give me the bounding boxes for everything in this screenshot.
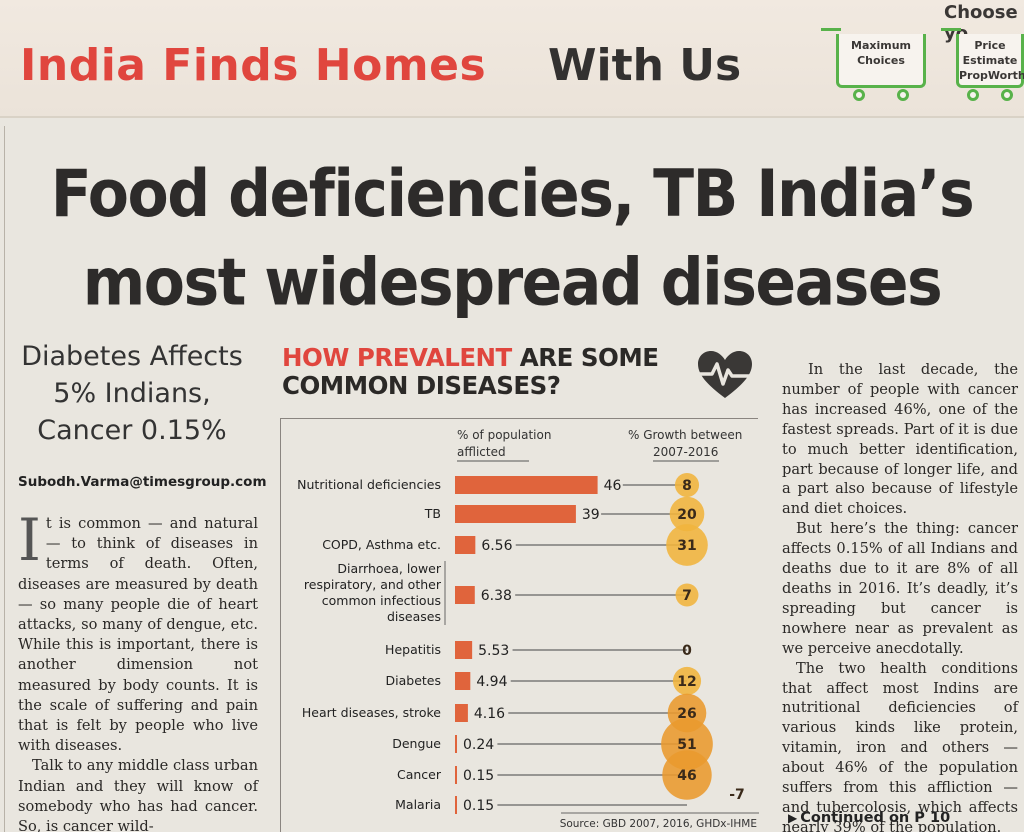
prevalence-bar [455,796,457,814]
subhead-line-3: Cancer 0.15% [37,415,227,446]
column-rule [4,126,5,832]
growth-value-label: 20 [677,507,697,523]
paragraph: But here’s the thing: cancer affects 0.1… [782,520,1018,657]
prevalence-value-label: 6.38 [481,588,512,604]
growth-value-label: 26 [677,706,696,722]
prevalence-value-label: 5.53 [478,643,509,659]
prevalence-bar [455,766,457,784]
prevalence-value-label: 0.15 [463,798,494,814]
category-label: common infectious [322,593,441,608]
category-label: respiratory, and other [304,577,442,592]
growth-bubble [669,496,705,532]
prevalence-value-label: 4.16 [474,706,505,722]
growth-bubble [674,472,700,498]
growth-bubble [675,583,699,607]
growth-bubble [666,524,708,566]
paragraph: In the last decade, the number of people… [782,361,1018,518]
category-label: Hepatitis [385,642,441,657]
dropcap: I [18,506,41,574]
prevalence-bar [455,672,471,690]
prevalence-bar [455,505,576,523]
continued-label: Continued on P 10 [800,810,951,826]
prevalence-bar [455,586,475,604]
category-label: Diabetes [386,673,442,688]
byline-email[interactable]: Subodh.Varma@timesgroup.com [18,474,267,490]
growth-value-label: 46 [677,768,696,784]
banner-headline-red: India Finds Homes [20,40,487,91]
shopping-cart-icon: Maximum Choices [821,28,926,101]
prevalence-value-label: 0.15 [463,768,494,784]
infographic: HOW PREVALENT ARE SOME COMMON DISEASES? … [280,340,760,832]
growth-bubble [672,666,702,696]
category-label: COPD, Asthma etc. [322,537,441,552]
growth-value-label: -7 [729,787,745,803]
prevalence-value-label: 6.56 [481,538,512,554]
infographic-title: HOW PREVALENT ARE SOME COMMON DISEASES? [282,344,702,400]
shopping-cart-icon: Price Estimate PropWorth [941,28,1024,101]
subhead-line-1: Diabetes Affects [21,341,243,372]
column-header-prevalence: afflicted [457,445,506,459]
title-line-2: COMMON DISEASES? [282,371,561,400]
category-label: diseases [387,609,441,624]
headline-line-1: Food deficiencies, TB India’s [50,156,975,233]
category-label: Nutritional deficiencies [297,477,441,492]
source-note: Source: GBD 2007, 2016, GHDx-IHME [560,818,757,830]
paragraph: Talk to any middle class urban Indian an… [18,757,258,832]
prevalence-bar [455,735,457,753]
banner-headline-dark: With Us [548,40,742,91]
prevalence-chart: % of population afflicted % Growth between… [297,428,759,830]
category-label: Heart diseases, stroke [302,705,441,720]
paragraph-text: t is common — and natural — to think of … [18,515,258,755]
growth-bubble [662,750,712,800]
heart-pulse-icon [696,351,754,398]
prevalence-bar [455,641,473,659]
subhead-line-2: 5% Indians, [53,378,211,409]
cart-label-price-estimate: Price Estimate PropWorth [959,39,1024,82]
chart-frame: % of population afflicted % Growth between… [280,418,759,832]
prevalence-value-label: 4.94 [476,674,507,690]
prevalence-value-label: 39 [582,507,600,523]
prevalence-bar [455,536,476,554]
banner-ad[interactable]: India Finds Homes With Us Choose yo Maxi… [0,0,1024,118]
prevalence-bar [455,704,468,722]
play-arrow-icon: ▶ [788,811,798,825]
category-label: Dengue [392,736,441,751]
article-headline: Food deficiencies, TB India’s most wides… [0,150,1024,327]
category-label: TB [424,506,441,521]
article-subhead: Diabetes Affects 5% Indians, Cancer 0.15… [8,338,256,449]
cart-label-maximum-choices: Maximum Choices [851,39,911,67]
column-header-growth: 2007-2016 [653,445,718,459]
category-label: Diarrhoea, lower [337,561,441,576]
growth-value-label: 31 [677,538,696,554]
paragraph: The two health conditions that affect mo… [782,659,1018,832]
growth-value-label: 8 [682,478,692,494]
title-rest: ARE SOME [511,343,659,372]
article-body-right: In the last decade, the number of people… [782,360,1018,832]
title-accent: HOW PREVALENT [282,343,512,372]
growth-value-label: 12 [677,674,696,690]
growth-value-label: 7 [682,588,692,604]
prevalence-bar [455,476,598,494]
prevalence-value-label: 46 [604,478,622,494]
category-label: Malaria [395,797,441,812]
column-header-growth: % Growth between [628,428,742,442]
growth-value-label: 51 [677,737,696,753]
continued-link[interactable]: ▶ Continued on P 10 [788,810,950,826]
category-label: Cancer [397,767,442,782]
prevalence-value-label: 0.24 [463,737,494,753]
growth-value-label: 0 [682,643,692,659]
column-header-prevalence: % of population [457,428,551,442]
headline-line-2: most widespread diseases [82,245,943,321]
